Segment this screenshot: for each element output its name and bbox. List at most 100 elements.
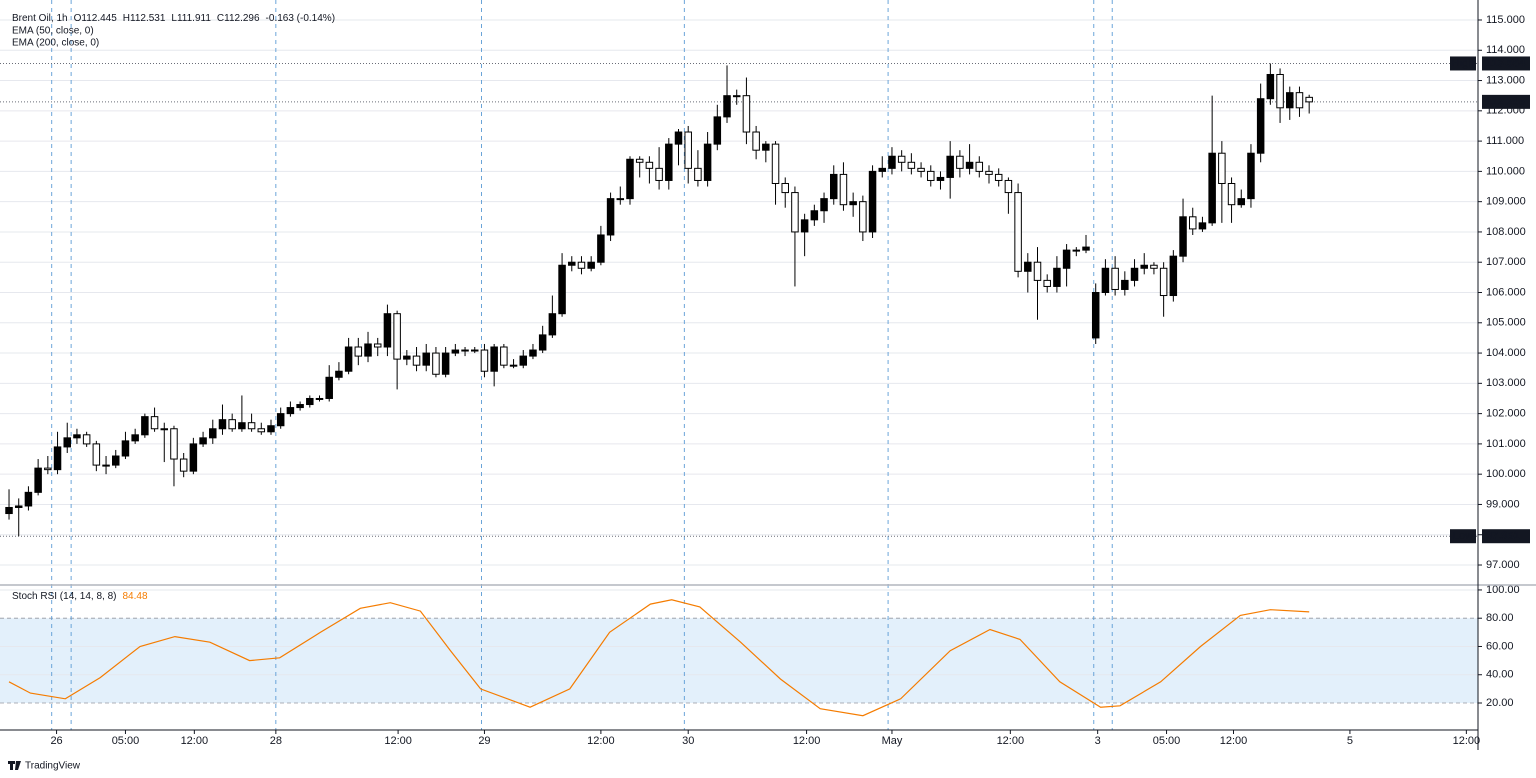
candle-body [364,343,372,357]
candle-body [432,352,440,375]
candle-body [141,416,149,436]
x-tick-label: 12:00 [1220,735,1248,747]
branding: TradingView [25,761,81,772]
chart-title: Brent Oil, 1h [12,13,68,24]
candle-body [1082,246,1090,251]
candle-body [1121,279,1129,290]
x-tick-label: 29 [478,735,490,747]
candle-body [1130,267,1139,281]
ohlc-item: O112.445 [74,13,118,24]
candle-body [800,219,809,233]
candle-body [674,131,683,145]
candle-body [14,505,23,508]
candle-body [1111,267,1119,290]
candle-body [218,419,227,430]
x-tick-label: 12:00 [181,735,209,747]
candle-body [985,170,993,175]
y-tick-label: 40.00 [1486,669,1514,681]
y-tick-label: 20.00 [1486,697,1514,709]
y-tick-label: 100.000 [1486,468,1526,480]
last-price: 112.296 [1486,96,1525,108]
candle-body [1150,264,1158,269]
candle-body [538,334,547,351]
candle-body [694,167,702,181]
candle-body [354,346,363,357]
candle-body [1188,216,1197,230]
candle-body [839,173,848,206]
candle-body [684,131,692,169]
x-tick-label: 12:00 [793,735,821,747]
x-tick-label: 05:00 [112,735,140,747]
y-tick-label: 106.000 [1486,286,1526,298]
candle-body [150,416,159,430]
candle-body [1237,198,1246,206]
indicator-label: EMA (200, close, 0) [12,38,99,49]
x-tick-label: 12:00 [997,735,1025,747]
candle-body [306,397,314,406]
candle-body [102,464,110,467]
y-tick-label: 115.000 [1486,14,1525,26]
candle-body [1198,222,1207,230]
candle-body [276,413,285,427]
candle-body [373,343,382,348]
candle-body [723,95,731,118]
stoch-rsi-line [8,599,1310,717]
candle-body [645,161,654,169]
ohlc-item: H112.531 [123,13,166,24]
candle-body [1159,267,1168,297]
rsi-title: Stoch RSI (14, 14, 8, 8) [12,591,117,602]
candle-body [73,434,81,439]
x-tick-label: 26 [50,735,62,747]
candle-body [34,467,42,493]
y-tick-label: 114.000 [1486,44,1525,56]
candle-body [927,170,935,181]
candle-body [1218,152,1226,184]
candle-body [44,467,52,471]
candle-body [529,349,537,357]
candle-body [112,455,120,466]
y-tick-label: 111.000 [1486,135,1524,147]
candle-body [762,143,770,151]
candle-body [461,349,469,352]
y-tick-label: 100.00 [1486,584,1520,596]
candle-body [5,506,13,515]
candle-body [635,158,644,163]
candle-body [665,143,673,181]
candle-body [519,355,528,366]
y-tick-label: 104.000 [1486,347,1526,359]
candle-body [965,161,974,169]
candle-body [393,313,401,360]
candle-body [82,434,91,445]
extreme-tag-box [1450,529,1476,544]
candle-body [403,355,411,360]
ohlc-item: L111.911 [171,13,211,24]
candle-body [713,116,722,145]
candle-body [655,167,663,181]
y-tick-label: 60.00 [1486,640,1514,652]
candle-body [24,491,33,507]
candle-body [228,419,236,430]
candle-body [956,155,964,169]
candle-body [131,434,139,442]
candle-body [1014,192,1022,272]
candle-body [296,404,304,409]
candle-body [160,428,169,431]
candle-body [1256,98,1265,154]
candle-body [868,170,877,233]
candle-body [771,143,780,184]
candle-body [1072,249,1081,252]
candle-body [170,428,178,460]
candle-body [781,182,789,194]
candle-body [441,352,450,375]
candle-body [315,397,324,400]
candle-body [121,440,130,457]
y-tick-label: 103.000 [1486,377,1526,389]
candle-body [626,158,634,200]
candle-body [199,437,207,445]
y-tick-label: 113.000 [1486,74,1525,86]
x-tick-label: 5 [1347,735,1353,747]
y-tick-label: 107.000 [1486,256,1526,268]
logo [8,761,21,770]
candle-body [1091,292,1100,339]
candle-body [1033,261,1042,281]
